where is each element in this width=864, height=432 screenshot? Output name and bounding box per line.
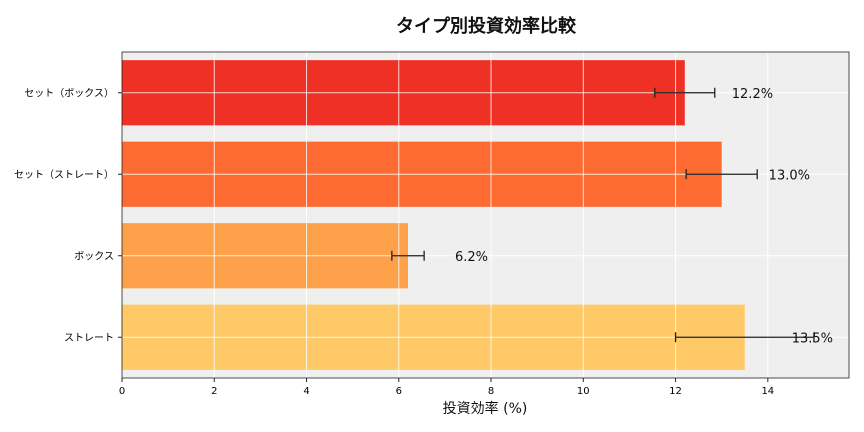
x-tick-label: 12 (669, 386, 682, 397)
y-tick-label: ボックス (74, 250, 114, 262)
y-tick-label: セット（ボックス） (24, 87, 114, 99)
y-tick-label: ストレート (64, 333, 114, 344)
x-tick-label: 6 (396, 386, 402, 397)
x-tick-label: 8 (488, 386, 494, 397)
x-tick-label: 14 (761, 386, 774, 397)
x-tick-label: 10 (577, 386, 590, 397)
data-label: 13.0% (769, 168, 810, 183)
data-label: 12.2% (732, 87, 773, 102)
data-label: 6.2% (455, 250, 488, 265)
x-tick-label: 0 (119, 386, 125, 397)
y-tick-label: セット（ストレート） (14, 169, 114, 181)
chart-title: タイプ別投資効率比較 (396, 15, 577, 37)
x-tick-label: 2 (211, 386, 217, 397)
data-label: 13.5% (792, 331, 833, 346)
plot-frame (121, 51, 850, 379)
x-axis-label: 投資効率 (%) (443, 400, 528, 417)
x-tick-label: 4 (303, 386, 309, 397)
